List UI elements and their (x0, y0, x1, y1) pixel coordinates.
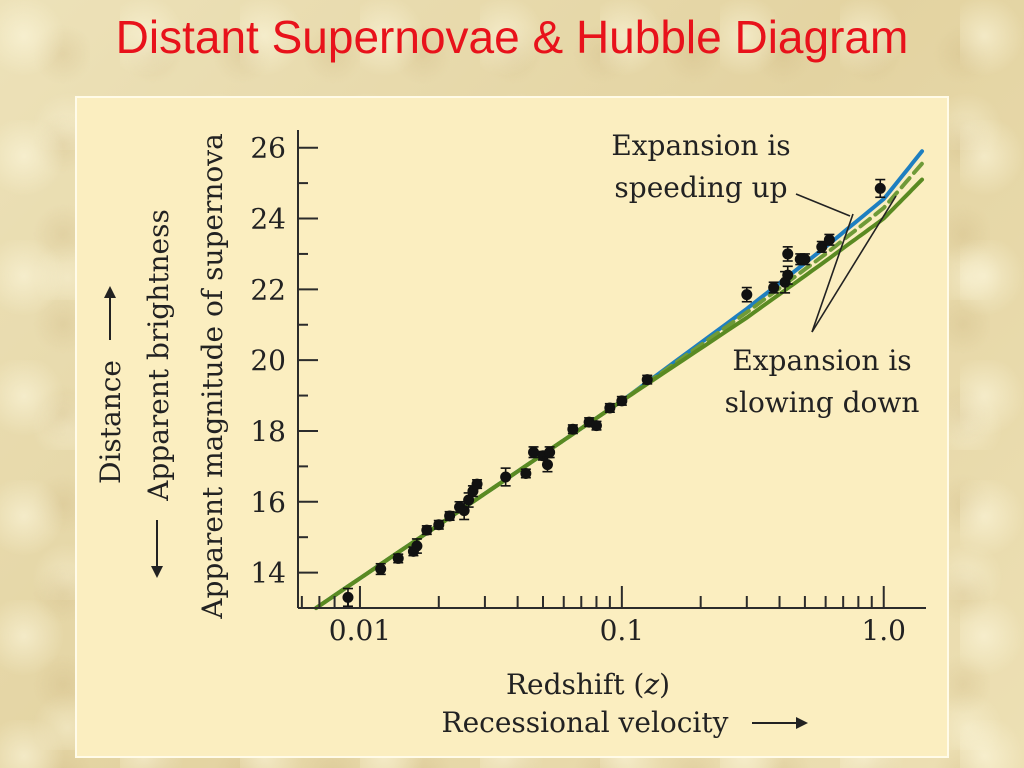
data-point-marker (799, 253, 811, 265)
supernova-point (544, 446, 556, 459)
data-point-marker (782, 248, 794, 260)
supernova-point (741, 286, 753, 303)
figure-panel (75, 96, 949, 758)
x-axis-arrow (752, 717, 808, 729)
supernova-point (444, 510, 456, 522)
data-point-marker (520, 467, 532, 479)
distance-arrow (104, 286, 116, 340)
axis-ticks: 14 16 18 20 22 24 26 0.01 0.1 1.0 (250, 132, 906, 647)
data-point-marker (528, 446, 540, 458)
annotation-speeding-pointer (795, 193, 851, 217)
supernova-point (616, 395, 628, 407)
y-axis-brightness-label: Apparent brightness (142, 209, 175, 502)
annotation-slowing-line2: slowing down (725, 386, 920, 419)
supernova-point (590, 420, 602, 432)
data-point-marker (392, 552, 404, 564)
y-tick-label: 26 (250, 132, 286, 165)
data-point-marker (823, 234, 835, 246)
annotation-speeding-line1: Expansion is (611, 129, 790, 162)
data-point-marker (444, 510, 456, 522)
annotation-speeding-line2: speeding up (614, 171, 787, 204)
supernova-point (421, 524, 433, 536)
model-curves (314, 149, 924, 610)
data-point-marker (741, 289, 753, 301)
data-point-marker (541, 459, 553, 471)
y-axis-distance-label: Distance (94, 360, 127, 484)
data-point-marker (342, 591, 354, 603)
y-tick-label: 22 (250, 273, 286, 306)
data-point-marker (604, 402, 616, 414)
brightness-arrow (151, 520, 163, 578)
slide-title: Distant Supernovae & Hubble Diagram (115, 11, 909, 63)
y-tick-label: 24 (250, 203, 286, 236)
data-point-marker (567, 423, 579, 435)
data-point-marker (375, 563, 387, 575)
data-point-marker (590, 420, 602, 432)
data-point-marker (544, 446, 556, 458)
y-axis-title: Apparent magnitude of supernova (196, 133, 229, 620)
y-tick-label: 16 (250, 486, 286, 519)
annotation-slowing-line1: Expansion is (732, 344, 911, 377)
y-tick-label: 20 (250, 344, 286, 377)
supernova-point (471, 478, 483, 490)
supernova-point (782, 265, 794, 285)
supernova-point (392, 552, 404, 564)
x-tick-label: 0.1 (600, 614, 645, 647)
data-point-marker (421, 524, 433, 536)
data-point-marker (471, 478, 483, 490)
data-point-marker (641, 374, 653, 386)
annotation-slowing-pointer-dashed (811, 213, 854, 333)
data-point-marker (768, 282, 780, 294)
y-tick-label: 14 (250, 557, 286, 590)
supernova-point (411, 538, 423, 554)
x-axis-title: Redshift (z) (506, 668, 670, 701)
supernova-point (782, 246, 794, 262)
supernova-point (641, 374, 653, 386)
x-tick-label: 1.0 (861, 614, 906, 647)
supernova-point (520, 467, 532, 479)
curve-decelerating (314, 177, 924, 610)
data-point-marker (500, 471, 512, 483)
supernova-point (874, 178, 886, 199)
data-point-marker (874, 182, 886, 194)
y-tick-label: 18 (250, 415, 286, 448)
chart-axes (297, 130, 926, 609)
data-points (342, 178, 886, 608)
supernova-point (823, 233, 835, 246)
data-point-marker (816, 241, 828, 253)
x-axis-subtitle: Recessional velocity (442, 706, 729, 739)
data-point-marker (616, 395, 628, 407)
supernova-point (604, 402, 616, 414)
x-tick-label: 0.01 (329, 614, 391, 647)
supernova-point (375, 562, 387, 576)
supernova-point (528, 446, 540, 459)
data-point-marker (433, 519, 445, 531)
supernova-point (500, 467, 512, 487)
data-point-marker (782, 269, 794, 281)
supernova-point (433, 519, 445, 531)
supernova-point (342, 587, 354, 608)
annotation-slowing-pointer-solid (811, 195, 897, 333)
curve-accelerating (314, 149, 924, 610)
supernova-point (768, 281, 780, 294)
data-point-marker (411, 540, 423, 552)
supernova-point (799, 253, 811, 266)
supernova-point (567, 423, 579, 435)
